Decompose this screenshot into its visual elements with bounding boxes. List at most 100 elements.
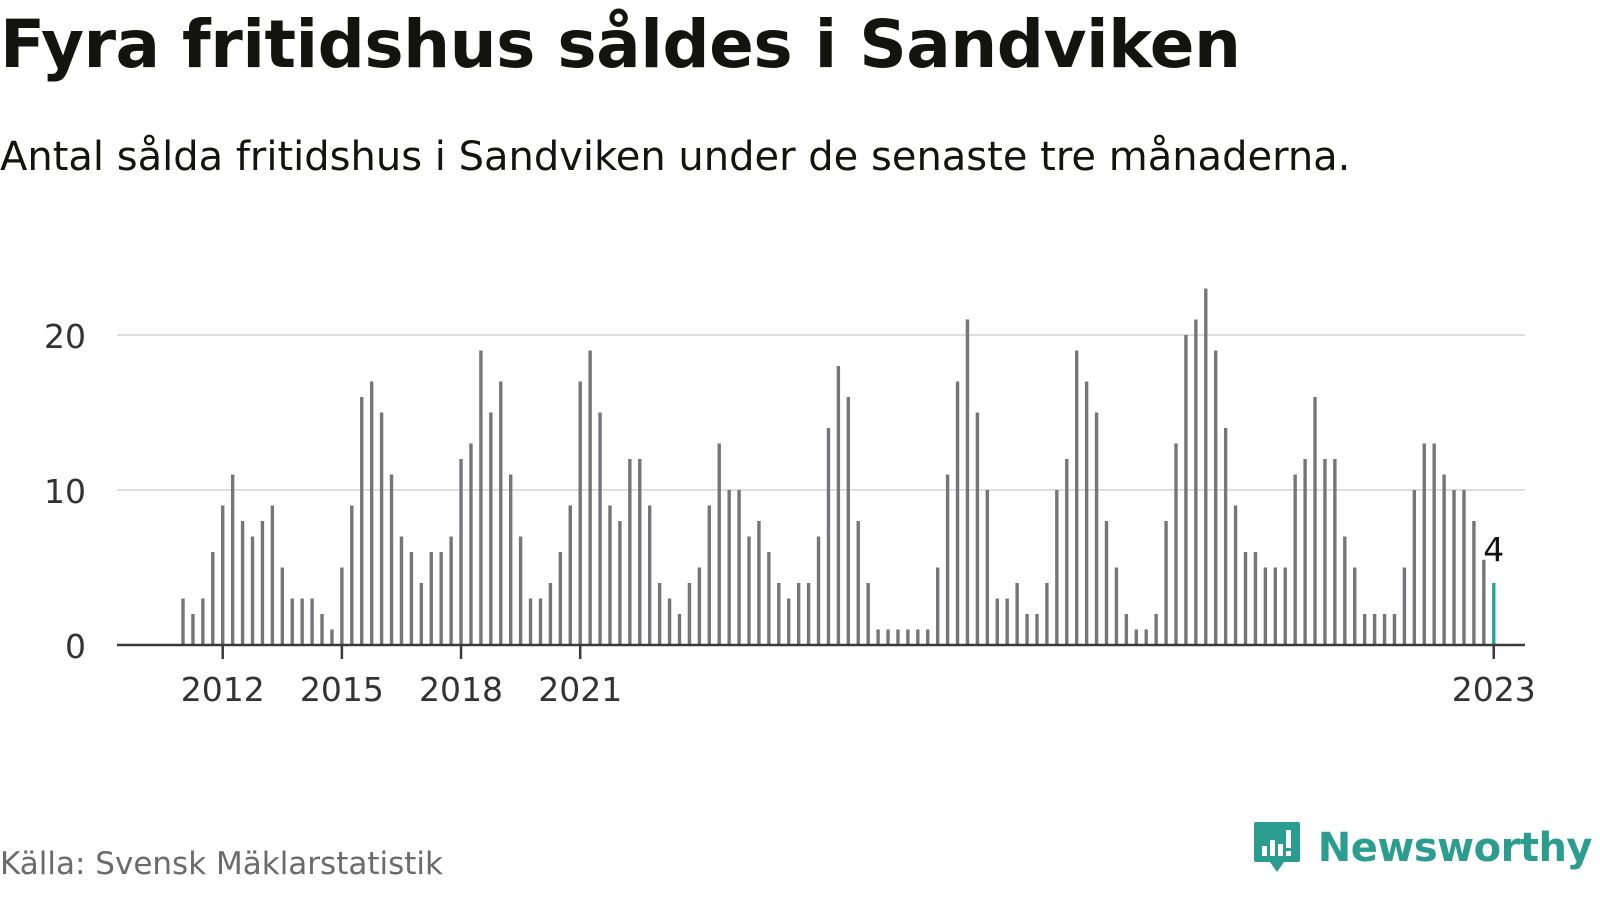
- bar: [1184, 335, 1188, 645]
- bar: [1283, 567, 1287, 645]
- bar: [469, 443, 473, 645]
- bar: [201, 598, 205, 645]
- bar: [628, 459, 632, 645]
- bar: [1045, 583, 1049, 645]
- bar: [777, 583, 781, 645]
- bar: [1094, 412, 1099, 645]
- bar: [300, 598, 304, 645]
- x-tick-label: 2023: [1452, 670, 1536, 709]
- bar: [1114, 567, 1119, 645]
- bar: [280, 567, 284, 645]
- bar: [935, 567, 940, 645]
- bar: [598, 412, 602, 645]
- bar: [1422, 443, 1426, 645]
- bar: [1303, 459, 1307, 645]
- bar: [340, 567, 344, 645]
- bar: [1174, 443, 1178, 645]
- bar: [508, 474, 513, 645]
- bar: [1154, 614, 1158, 645]
- bar: [528, 598, 533, 645]
- bar: [181, 598, 185, 645]
- bar: [459, 459, 463, 645]
- bar: [618, 521, 622, 645]
- bar: [419, 583, 424, 645]
- bar: [846, 397, 851, 645]
- chart-title: Fyra fritidshus såldes i Sandviken: [0, 6, 1241, 83]
- bar: [429, 552, 433, 645]
- bar: [1323, 459, 1327, 645]
- bar: [1035, 614, 1039, 645]
- bar: [499, 381, 503, 645]
- bar: [240, 521, 245, 645]
- bar: [677, 614, 682, 645]
- bar: [707, 505, 711, 645]
- bar: [1412, 490, 1417, 645]
- bar: [975, 412, 980, 645]
- x-tick-label: 2015: [300, 670, 384, 709]
- bar: [826, 428, 831, 645]
- bar: [1075, 350, 1079, 645]
- bar: [638, 459, 642, 645]
- highlight-value-label: 4: [1483, 530, 1504, 569]
- bar: [588, 350, 592, 645]
- bar: [1055, 490, 1059, 645]
- bar: [667, 598, 672, 645]
- bar: [1293, 474, 1297, 645]
- bar: [1362, 614, 1367, 645]
- brand-logo: Newsworthy: [1252, 820, 1593, 876]
- bar: [1005, 598, 1009, 645]
- bar: [1194, 319, 1198, 645]
- bar: [518, 536, 523, 645]
- bar: [489, 412, 493, 645]
- bar: [1134, 629, 1138, 645]
- bar: [806, 583, 811, 645]
- bar: [1104, 521, 1109, 645]
- bar: [568, 505, 572, 645]
- bar: [558, 552, 563, 645]
- bar: [1462, 490, 1466, 645]
- bar: [767, 552, 771, 645]
- bar: [310, 598, 314, 645]
- bar: [479, 350, 483, 645]
- bar: [757, 521, 761, 645]
- bar: [221, 505, 225, 645]
- bar: [399, 536, 404, 645]
- bar: [1253, 552, 1258, 645]
- bar: [697, 567, 702, 645]
- bar: [687, 583, 692, 645]
- brand-name: Newsworthy: [1317, 825, 1593, 871]
- bar: [906, 629, 910, 645]
- bar: [409, 552, 414, 645]
- bar: [1452, 490, 1456, 645]
- highlight-bar: [1492, 583, 1496, 645]
- bar: [876, 629, 880, 645]
- bar: [1432, 443, 1436, 645]
- bar: [856, 521, 860, 645]
- bar: [1015, 583, 1019, 645]
- bar: [230, 474, 235, 645]
- bar: [955, 381, 960, 645]
- bar: [896, 629, 900, 645]
- bar: [836, 366, 841, 645]
- bar: [1402, 567, 1407, 645]
- bar: [816, 536, 821, 645]
- bar: [1333, 459, 1337, 645]
- bar: [1372, 614, 1377, 645]
- bar: [1223, 428, 1228, 645]
- bar: [1204, 288, 1208, 645]
- bar: [369, 381, 374, 645]
- bar: [1313, 397, 1317, 645]
- bar: [866, 583, 870, 645]
- bar: [1482, 559, 1486, 645]
- bar: [439, 552, 443, 645]
- bar: [538, 598, 543, 645]
- bar: [965, 319, 970, 645]
- bar: [945, 474, 950, 645]
- bar: [1392, 614, 1397, 645]
- bar: [1263, 567, 1268, 645]
- bar: [449, 536, 453, 645]
- bar: [379, 412, 384, 645]
- bar: [360, 397, 364, 645]
- bar: [916, 629, 920, 645]
- bar: [1164, 521, 1168, 645]
